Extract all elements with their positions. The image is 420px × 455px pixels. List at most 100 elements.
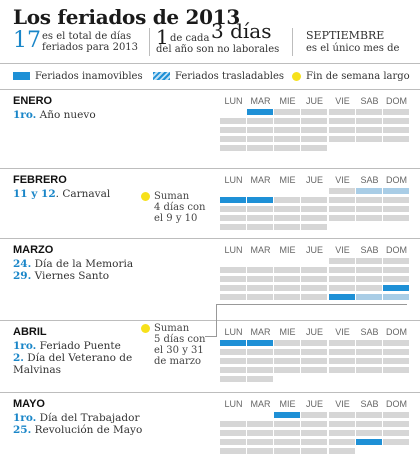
day-header-mie: MIE [279, 327, 296, 337]
calendar-day-cell [247, 376, 273, 382]
stat-divider [149, 28, 150, 56]
stat-total-text-2: feriados para 2013 [42, 42, 139, 53]
long-weekend-note: 4 días con [154, 202, 206, 213]
calendar-day-cell [383, 412, 409, 418]
month-name: MAYO [13, 398, 45, 410]
calendar-day-cell [247, 197, 273, 203]
day-header-jue: JUE [305, 245, 323, 255]
calendar-day-cell [329, 109, 355, 115]
calendar-day-cell [356, 294, 382, 300]
calendar-day-cell [356, 358, 382, 364]
calendar-day-cell [247, 358, 273, 364]
calendar-day-cell [247, 109, 273, 115]
legend-fixed-label: Feriados inamovibles [35, 70, 143, 82]
holiday-name: Día del Trabajador [36, 412, 140, 424]
calendar-day-cell [329, 412, 355, 418]
calendar-day-cell [383, 258, 409, 264]
stat-total-number: 17 [13, 28, 41, 53]
holiday-item: 1ro. Año nuevo [13, 109, 203, 121]
calendar-day-cell [329, 349, 355, 355]
day-header-jue: JUE [305, 327, 323, 337]
calendar-day-cell [329, 294, 355, 300]
calendar-day-cell [220, 276, 246, 282]
stat-ratio-big: 3 días [211, 19, 272, 43]
calendar-day-cell [329, 367, 355, 373]
calendar-day-cell [247, 206, 273, 212]
day-header-sab: SAB [360, 175, 379, 185]
calendar-day-cell [220, 349, 246, 355]
day-header-mar: MAR [250, 96, 271, 106]
calendar-day-cell [383, 206, 409, 212]
holiday-item: Malvinas [13, 364, 203, 376]
calendar-day-cell [356, 197, 382, 203]
day-header-sab: SAB [360, 245, 379, 255]
calendar-day-cell [356, 109, 382, 115]
calendar-day-cell [220, 136, 246, 142]
calendar-day-cell [329, 267, 355, 273]
calendar-day-cell [301, 215, 327, 221]
calendar-day-cell [383, 421, 409, 427]
calendar-day-cell [329, 439, 355, 445]
calendar-day-cell [274, 430, 300, 436]
calendar-day-cell [301, 118, 327, 124]
calendar-day-cell [274, 206, 300, 212]
calendar-day-cell [329, 188, 355, 194]
calendar-day-cell [301, 412, 327, 418]
calendar-day-cell [247, 145, 273, 151]
month-name: MARZO [13, 244, 54, 256]
day-header-sab: SAB [360, 399, 379, 409]
calendar-day-cell [274, 118, 300, 124]
day-header-jue: JUE [305, 175, 323, 185]
long-weekend-note: Suman [154, 191, 190, 202]
calendar-day-cell [356, 367, 382, 373]
day-header-sab: SAB [360, 327, 379, 337]
calendar-day-cell [301, 439, 327, 445]
calendar-day-cell [356, 430, 382, 436]
day-header-mie: MIE [279, 399, 296, 409]
calendar-day-cell [383, 358, 409, 364]
calendar-day-cell [301, 109, 327, 115]
divider [0, 63, 420, 64]
day-header-lun: LUN [224, 245, 243, 255]
calendar-day-cell [247, 439, 273, 445]
day-header-mar: MAR [250, 399, 271, 409]
calendar-day-cell [329, 136, 355, 142]
day-header-vie: VIE [335, 245, 350, 255]
calendar-day-cell [274, 109, 300, 115]
calendar-day-cell [220, 215, 246, 221]
calendar-day-cell [220, 294, 246, 300]
divider [0, 89, 420, 90]
day-header-dom: DOM [386, 327, 407, 337]
calendar-day-cell [220, 439, 246, 445]
holiday-name: Día del Veterano de [23, 352, 133, 364]
calendar-day-cell [220, 118, 246, 124]
calendar-day-cell [301, 367, 327, 373]
calendar-day-cell [356, 340, 382, 346]
holiday-name: Año nuevo [36, 109, 96, 121]
calendar-day-cell [274, 340, 300, 346]
day-header-vie: VIE [335, 175, 350, 185]
calendar-day-cell [247, 349, 273, 355]
day-header-vie: VIE [335, 399, 350, 409]
divider [0, 392, 420, 393]
holiday-date: 1ro. [13, 412, 37, 424]
calendar-day-cell [247, 285, 273, 291]
calendar-day-cell [356, 136, 382, 142]
calendar-day-cell [383, 197, 409, 203]
day-header-dom: DOM [386, 96, 407, 106]
long-weekend-note: el 9 y 10 [154, 213, 198, 224]
legend-movable-swatch [153, 72, 170, 80]
page-title: Los feriados de 2013 [13, 5, 240, 29]
calendar-day-cell [329, 430, 355, 436]
calendar-day-cell [301, 145, 327, 151]
calendar-day-cell [274, 267, 300, 273]
calendar-day-cell [383, 285, 409, 291]
day-header-mar: MAR [250, 175, 271, 185]
stat-september-title: SEPTIEMBRE [306, 29, 385, 42]
calendar-day-cell [220, 376, 246, 382]
day-header-mar: MAR [250, 327, 271, 337]
calendar-day-cell [301, 276, 327, 282]
calendar-day-cell [301, 197, 327, 203]
calendar-day-cell [301, 136, 327, 142]
calendar-day-cell [274, 224, 300, 230]
